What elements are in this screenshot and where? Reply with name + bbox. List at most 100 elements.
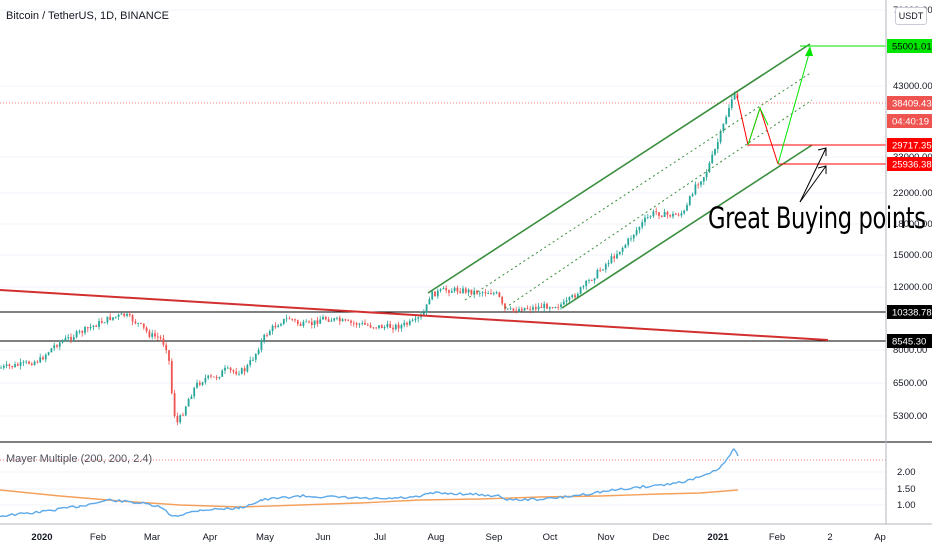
candle-body [165, 344, 168, 351]
time-axis-label: Feb [90, 532, 106, 543]
candle-body [120, 313, 123, 315]
candle-body [632, 234, 635, 239]
candle-body [562, 301, 565, 305]
candle-body [8, 364, 11, 367]
candle-body [520, 308, 523, 311]
candle-body [509, 308, 512, 310]
candle-body [389, 323, 392, 328]
time-axis-label: Apr [203, 532, 218, 543]
projection-path-down[interactable] [736, 95, 779, 165]
candle-body [322, 317, 324, 320]
candle-body [238, 373, 240, 375]
indicator-title[interactable]: Mayer Multiple (200, 200, 2.4) [6, 453, 153, 465]
candle-body [14, 364, 16, 368]
candle-body [588, 280, 590, 281]
time-axis-label: Aug [428, 532, 445, 543]
candle-body [42, 357, 44, 360]
candle-body [212, 376, 215, 378]
candle-body [546, 303, 548, 309]
candle-body [260, 340, 263, 351]
candle-body [154, 333, 156, 337]
symbol-title[interactable]: Bitcoin / TetherUS, 1D, BINANCE [6, 10, 170, 22]
candle-body [221, 370, 224, 377]
currency-badge[interactable]: USDT [895, 7, 927, 25]
indicator-axis[interactable]: 2.00 1.50 1.00 [897, 467, 916, 511]
candle-body [134, 321, 137, 324]
price-tick-label: 5300.00 [893, 411, 927, 422]
candle-body [350, 320, 352, 323]
candle-body [201, 382, 204, 385]
candle-body [126, 313, 128, 316]
candle-body [526, 307, 529, 309]
channel-mid-line-2[interactable] [504, 99, 813, 309]
candle-body [50, 348, 53, 353]
projection-path-green-a[interactable] [747, 106, 769, 146]
candle-body [0, 367, 2, 369]
candle-body [204, 377, 207, 383]
candle-body [728, 107, 730, 117]
candle-body [596, 270, 599, 279]
candle-body [140, 322, 142, 324]
price-tick-label: 22000.00 [893, 188, 932, 199]
candle-body [658, 212, 660, 216]
candlestick-series [0, 91, 739, 426]
candle-body [602, 269, 604, 271]
candle-body [450, 290, 453, 293]
indicator-tick-label: 2.00 [897, 467, 916, 478]
candle-body [624, 244, 627, 248]
candle-body [599, 270, 602, 271]
annotation-text[interactable]: Great Buying points [708, 201, 926, 235]
candle-body [683, 210, 686, 214]
candle-body [711, 154, 714, 164]
candle-body [364, 322, 366, 325]
candle-body [39, 357, 42, 363]
candle-body [30, 363, 33, 365]
candle-body [291, 318, 294, 320]
candle-body [249, 360, 252, 366]
candle-body [271, 325, 274, 331]
candle-body [100, 321, 103, 323]
annotation-arrow-2 [799, 165, 827, 203]
candle-body [148, 331, 151, 337]
candle-body [67, 337, 70, 339]
candle-body [548, 307, 551, 309]
candle-body [75, 331, 78, 338]
channel-mid-line-1[interactable] [464, 71, 813, 301]
channel-upper-line[interactable] [427, 43, 811, 294]
candle-body [414, 318, 417, 321]
candle-body [467, 289, 470, 293]
candle-body [254, 353, 257, 360]
candle-body [215, 376, 218, 379]
candle-body [697, 184, 700, 186]
candle-body [61, 340, 64, 343]
candle-body [252, 359, 254, 361]
candle-body [666, 211, 669, 215]
candle-body [422, 312, 425, 315]
candle-body [383, 326, 386, 329]
time-axis-label: Jul [374, 532, 386, 543]
candle-body [246, 365, 249, 372]
channel-lower-line[interactable] [561, 144, 813, 309]
time-axis-label: Feb [769, 532, 785, 543]
time-axis[interactable]: 2020 Feb Mar Apr May Jun Jul Aug Sep Oct Nov Dec 202… [31, 532, 885, 543]
candle-body [574, 295, 576, 298]
projection-path-green-b[interactable] [777, 49, 811, 165]
time-axis-label: Ap [874, 532, 886, 543]
candle-body [386, 323, 389, 327]
candle-body [714, 149, 716, 155]
candle-body [308, 321, 310, 323]
candle-body [369, 325, 372, 328]
candle-body [179, 415, 182, 423]
indicator-tick-label: 1.50 [897, 484, 916, 495]
candle-body [646, 217, 649, 218]
candle-body [501, 296, 504, 304]
red-trendline[interactable] [0, 289, 829, 341]
candle-body [725, 116, 728, 124]
candle-body [117, 314, 120, 317]
time-axis-label: 2020 [31, 532, 52, 543]
annotation-arrowhead-1 [817, 147, 827, 156]
candle-body [92, 325, 95, 327]
candle-body [327, 319, 330, 322]
time-axis-label: Nov [598, 532, 615, 543]
